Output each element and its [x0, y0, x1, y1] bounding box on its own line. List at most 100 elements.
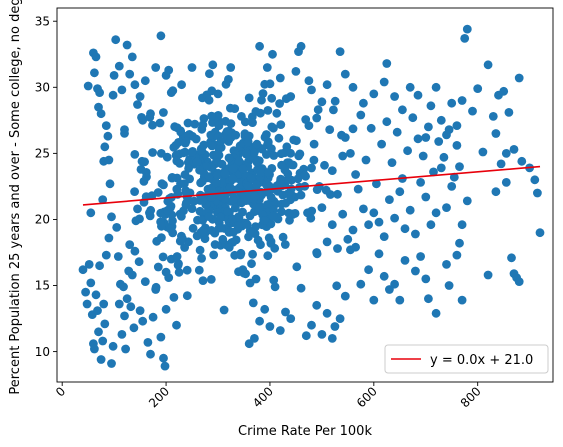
- scatter-point: [197, 254, 207, 263]
- trend-line: [82, 165, 541, 206]
- scatter-point: [109, 71, 119, 80]
- scatter-point: [135, 306, 145, 315]
- scatter-point: [86, 278, 96, 288]
- scatter-point: [361, 155, 371, 165]
- scatter-point: [187, 204, 197, 214]
- scatter-point: [248, 118, 257, 127]
- scatter-point: [207, 141, 217, 151]
- scatter-point: [322, 80, 332, 90]
- scatter-point: [78, 265, 88, 275]
- scatter-point: [177, 80, 187, 90]
- scatter-point: [276, 177, 285, 186]
- scatter-point: [312, 185, 322, 195]
- scatter-point: [214, 121, 224, 131]
- scatter-point: [145, 112, 155, 122]
- scatter-point: [228, 195, 238, 205]
- scatter-point: [468, 106, 477, 116]
- scatter-point: [90, 344, 99, 354]
- scatter-point: [198, 276, 208, 285]
- scatter-point: [163, 206, 172, 215]
- scatter-point: [245, 211, 255, 221]
- scatter-point: [113, 252, 123, 261]
- x-tick-label: 600: [354, 384, 380, 410]
- scatter-point: [348, 82, 358, 92]
- scatter-point: [369, 295, 379, 305]
- scatter-point: [126, 302, 136, 312]
- scatter-point: [217, 159, 227, 169]
- scatter-points: [78, 24, 545, 371]
- scatter-point: [244, 93, 254, 103]
- scatter-point: [268, 49, 277, 59]
- scatter-point: [114, 61, 124, 71]
- scatter-point: [289, 135, 299, 145]
- scatter-point: [133, 204, 142, 214]
- scatter-point: [239, 268, 249, 278]
- scatter-point: [210, 240, 220, 249]
- scatter-point: [359, 98, 368, 108]
- scatter-point: [387, 158, 397, 168]
- scatter-point: [275, 99, 284, 108]
- scatter-point: [111, 35, 121, 45]
- scatter-point: [114, 299, 124, 309]
- scatter-point: [281, 198, 291, 208]
- scatter-point: [140, 76, 150, 86]
- scatter-point: [241, 149, 251, 159]
- scatter-point: [180, 243, 190, 252]
- scatter-point: [421, 133, 431, 142]
- scatter-point: [426, 220, 436, 230]
- scatter-point: [117, 85, 127, 95]
- scatter-point: [301, 115, 311, 124]
- scatter-point: [390, 92, 399, 101]
- scatter-point: [321, 185, 331, 195]
- scatter-point: [255, 203, 264, 213]
- scatter-point: [204, 212, 214, 222]
- scatter-point: [218, 234, 228, 244]
- scatter-point: [372, 179, 381, 189]
- scatter-point: [105, 179, 115, 189]
- scatter-point: [255, 316, 264, 326]
- scatter-point: [207, 86, 217, 96]
- scatter-point: [439, 152, 449, 162]
- x-tick-label: 0: [53, 384, 68, 399]
- scatter-point: [125, 240, 135, 250]
- scatter-point: [390, 213, 399, 223]
- scatter-point: [392, 127, 402, 137]
- axes-frame: [56, 7, 554, 383]
- scatter-point: [94, 102, 103, 112]
- scatter-point: [276, 149, 286, 159]
- scatter-point: [129, 323, 139, 333]
- scatter-point: [191, 134, 201, 144]
- scatter-point: [181, 188, 191, 197]
- scatter-point: [346, 149, 355, 158]
- scatter-point: [247, 259, 256, 269]
- scatter-point: [205, 69, 214, 79]
- scatter-point: [431, 308, 441, 318]
- scatter-point: [514, 73, 524, 83]
- scatter-point: [243, 181, 253, 191]
- scatter-point: [94, 327, 103, 337]
- scatter-point: [348, 225, 358, 235]
- scatter-point: [220, 169, 230, 179]
- scatter-point: [411, 266, 420, 276]
- scatter-point: [436, 115, 446, 125]
- scatter-point: [122, 294, 132, 304]
- scatter-point: [226, 103, 235, 113]
- scatter-point: [175, 159, 185, 168]
- scatter-point: [130, 246, 140, 256]
- scatter-point: [156, 31, 166, 41]
- scatter-point: [312, 249, 322, 259]
- scatter-point: [278, 232, 288, 242]
- scatter-point: [219, 305, 229, 315]
- scatter-point: [535, 228, 545, 238]
- scatter-point: [130, 187, 140, 197]
- scatter-point: [140, 277, 150, 286]
- scatter-point: [455, 162, 464, 172]
- scatter-point: [151, 63, 161, 72]
- scatter-point: [293, 174, 303, 184]
- scatter-point: [260, 79, 270, 89]
- scatter-point: [198, 177, 207, 186]
- x-tick-label: 400: [250, 384, 276, 410]
- scatter-point: [99, 299, 109, 309]
- scatter-point: [204, 95, 214, 105]
- scatter-point: [181, 136, 191, 146]
